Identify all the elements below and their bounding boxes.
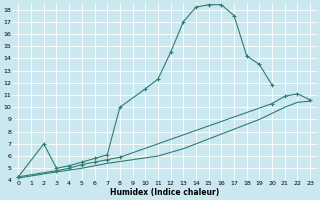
X-axis label: Humidex (Indice chaleur): Humidex (Indice chaleur) bbox=[110, 188, 219, 197]
